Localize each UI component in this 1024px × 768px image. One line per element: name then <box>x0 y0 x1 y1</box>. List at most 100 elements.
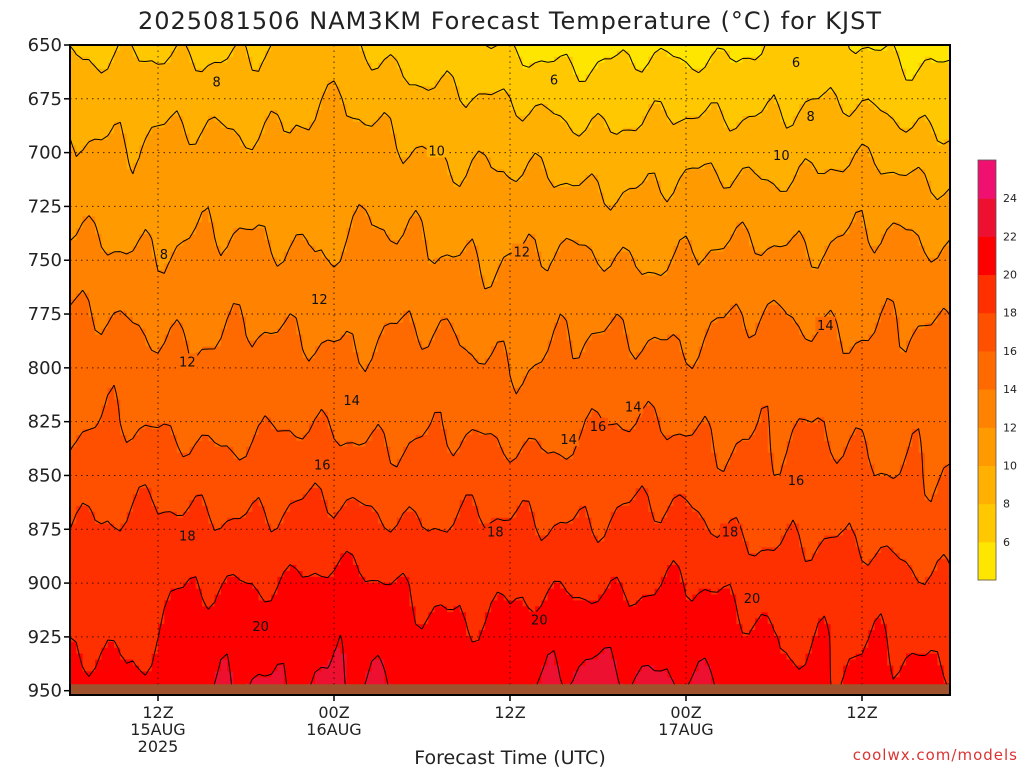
heat-cell <box>296 92 304 99</box>
heat-cell <box>158 334 165 342</box>
heat-cell <box>114 234 121 241</box>
heat-cell <box>120 565 128 572</box>
heat-cell <box>126 476 134 483</box>
heat-cell <box>70 582 77 590</box>
heat-cell <box>252 192 260 200</box>
heat-cell <box>101 358 109 365</box>
heat-cell <box>233 553 241 560</box>
heat-cell <box>340 612 348 619</box>
heat-cell <box>114 452 121 460</box>
heat-cell <box>321 606 329 613</box>
heat-cell <box>246 121 253 129</box>
heat-cell <box>208 370 216 377</box>
heat-cell <box>290 399 297 407</box>
heat-cell <box>334 334 341 342</box>
heat-cell <box>277 92 285 99</box>
heat-cell <box>183 121 191 129</box>
heat-cell <box>88 204 96 212</box>
heat-cell <box>321 435 329 442</box>
heat-cell <box>95 677 103 684</box>
heat-cell <box>227 370 235 377</box>
heat-cell <box>170 56 178 64</box>
heat-cell <box>340 375 348 383</box>
heat-cell <box>296 204 304 212</box>
heat-cell <box>302 446 310 454</box>
heat-cell <box>233 446 241 454</box>
heat-cell <box>82 653 90 661</box>
heat-cell <box>120 180 128 188</box>
heat-cell <box>132 618 140 625</box>
heat-cell <box>82 665 90 672</box>
heat-cell <box>340 565 348 572</box>
heat-cell <box>302 364 310 371</box>
heat-cell <box>239 559 247 566</box>
heat-cell <box>340 364 348 371</box>
heat-cell <box>76 74 84 82</box>
heat-cell <box>82 45 90 52</box>
heat-cell <box>151 517 159 525</box>
heat-cell <box>158 86 165 93</box>
heat-cell <box>195 45 203 52</box>
heat-cell <box>277 157 285 164</box>
heat-cell <box>70 511 77 519</box>
heat-cell <box>70 240 77 247</box>
heat-cell <box>76 541 84 548</box>
heat-cell <box>271 104 279 111</box>
heat-cell <box>88 198 96 206</box>
heat-cell <box>176 553 184 560</box>
heat-cell <box>145 121 153 129</box>
heat-cell <box>252 121 260 129</box>
heat-cell <box>120 222 128 229</box>
heat-cell <box>107 228 115 235</box>
heat-cell <box>227 618 235 625</box>
heat-cell <box>82 281 90 288</box>
heat-cell <box>107 600 115 607</box>
heat-cell <box>158 381 165 389</box>
heat-cell <box>183 381 191 389</box>
heat-cell <box>271 322 279 330</box>
heat-cell <box>271 169 279 176</box>
heat-cell <box>277 198 285 206</box>
heat-cell <box>151 677 159 684</box>
heat-cell <box>202 488 209 495</box>
heat-cell <box>258 600 266 607</box>
heat-cell <box>246 565 253 572</box>
heat-cell <box>239 535 247 542</box>
heat-cell <box>95 541 103 548</box>
heat-cell <box>327 299 335 306</box>
heat-cell <box>227 364 235 371</box>
heat-cell <box>164 121 172 129</box>
heat-cell <box>132 559 140 566</box>
heat-cell <box>227 500 235 507</box>
heat-cell <box>120 665 128 672</box>
heat-cell <box>176 186 184 194</box>
heat-cell <box>327 74 335 82</box>
heat-cell <box>114 269 121 277</box>
heat-cell <box>227 104 235 111</box>
heat-cell <box>120 411 128 418</box>
heat-cell <box>170 98 178 105</box>
heat-cell <box>183 157 191 164</box>
heat-cell <box>340 559 348 566</box>
heat-cell <box>145 133 153 141</box>
heat-cell <box>145 381 153 389</box>
heat-cell <box>227 305 235 312</box>
heat-cell <box>170 287 178 294</box>
heat-cell <box>277 381 285 389</box>
heat-cell <box>264 92 272 99</box>
heat-cell <box>120 293 128 300</box>
heat-cell <box>258 635 266 643</box>
heat-cell <box>308 671 316 678</box>
heat-cell <box>277 529 285 537</box>
heat-cell <box>88 62 96 70</box>
heat-cell <box>70 281 77 288</box>
heat-cell <box>315 570 323 578</box>
heat-cell <box>88 56 96 64</box>
heat-cell <box>239 470 247 477</box>
heat-cell <box>145 98 153 105</box>
heat-cell <box>220 364 228 371</box>
heat-cell <box>239 281 247 288</box>
heat-cell <box>158 222 165 229</box>
heat-cell <box>176 565 184 572</box>
heat-cell <box>321 370 329 377</box>
